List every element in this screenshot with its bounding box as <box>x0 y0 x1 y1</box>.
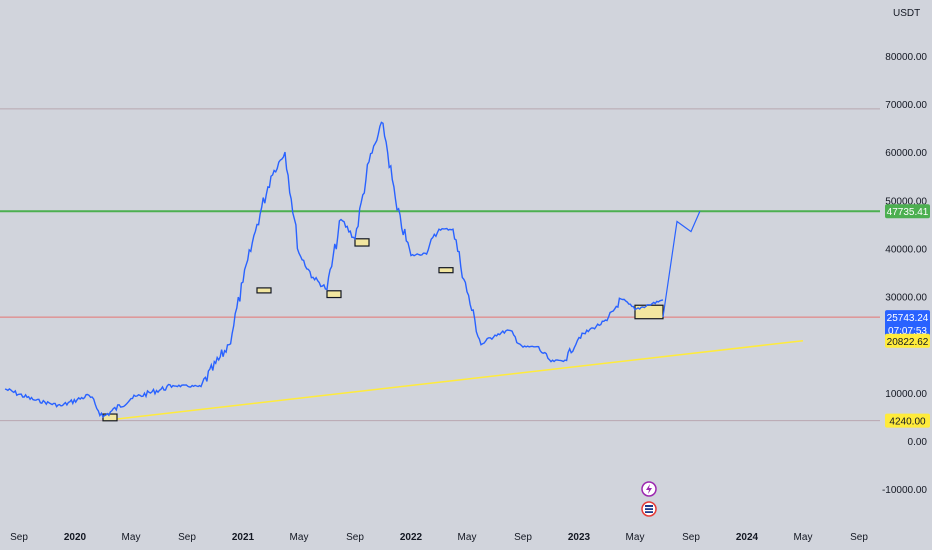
zone-box-4[interactable] <box>438 267 454 274</box>
y-tick-label: 0.00 <box>908 437 928 448</box>
y-tick-label: 10000.00 <box>885 389 927 400</box>
zone-box-1[interactable] <box>256 287 272 294</box>
price-badge-text: 4240.00 <box>889 417 926 428</box>
x-tick-label: Sep <box>178 532 196 543</box>
zone-box-2[interactable] <box>326 290 342 299</box>
x-tick-label: Sep <box>514 532 532 543</box>
zone-box-3[interactable] <box>354 238 370 247</box>
x-tick-label: May <box>290 532 309 543</box>
y-tick-label: 40000.00 <box>885 244 927 255</box>
x-tick-label: 2022 <box>400 532 423 543</box>
y-tick-label: -10000.00 <box>882 485 927 496</box>
price-badge-text: 47735.41 <box>887 207 929 218</box>
x-tick-label: May <box>794 532 813 543</box>
currency-label: USDT <box>893 8 920 19</box>
y-tick-label: 50000.00 <box>885 196 927 207</box>
x-tick-label: May <box>458 532 477 543</box>
x-tick-label: 2021 <box>232 532 255 543</box>
x-tick-label: Sep <box>682 532 700 543</box>
x-tick-label: May <box>626 532 645 543</box>
y-tick-label: 80000.00 <box>885 52 927 63</box>
y-tick-label: 60000.00 <box>885 148 927 159</box>
x-tick-label: May <box>122 532 141 543</box>
x-tick-label: Sep <box>850 532 868 543</box>
price-badge <box>885 310 930 339</box>
x-tick-label: Sep <box>10 532 28 543</box>
projection-line[interactable] <box>662 210 701 318</box>
zone-box-5[interactable] <box>634 304 664 320</box>
price-badge <box>885 333 930 348</box>
y-tick-label: 30000.00 <box>885 293 927 304</box>
x-tick-label: 2024 <box>736 532 759 543</box>
plot-area <box>0 108 880 517</box>
x-tick-label: 2020 <box>64 532 87 543</box>
x-tick-label: Sep <box>346 532 364 543</box>
trendline[interactable] <box>102 340 804 422</box>
x-tick-label: 2023 <box>568 532 591 543</box>
price-badge <box>885 413 930 428</box>
price-line[interactable] <box>4 121 664 419</box>
price-badge-text: 20822.62 <box>887 337 929 348</box>
lightning-icon[interactable] <box>641 481 657 497</box>
us-flag-icon[interactable] <box>641 501 657 517</box>
y-tick-label: 70000.00 <box>885 100 927 111</box>
price-badge <box>885 204 930 219</box>
countdown-text: 07:07:53 <box>888 326 927 337</box>
price-axis[interactable]: USDT 80000.00 70000.00 60000.00 50000.00 400… <box>882 8 927 496</box>
price-badge-text: 25743.24 <box>887 313 929 324</box>
time-axis[interactable]: Sep 2020 May Sep 2021 May Sep 2022 May Sep 2023 May… <box>10 532 868 543</box>
